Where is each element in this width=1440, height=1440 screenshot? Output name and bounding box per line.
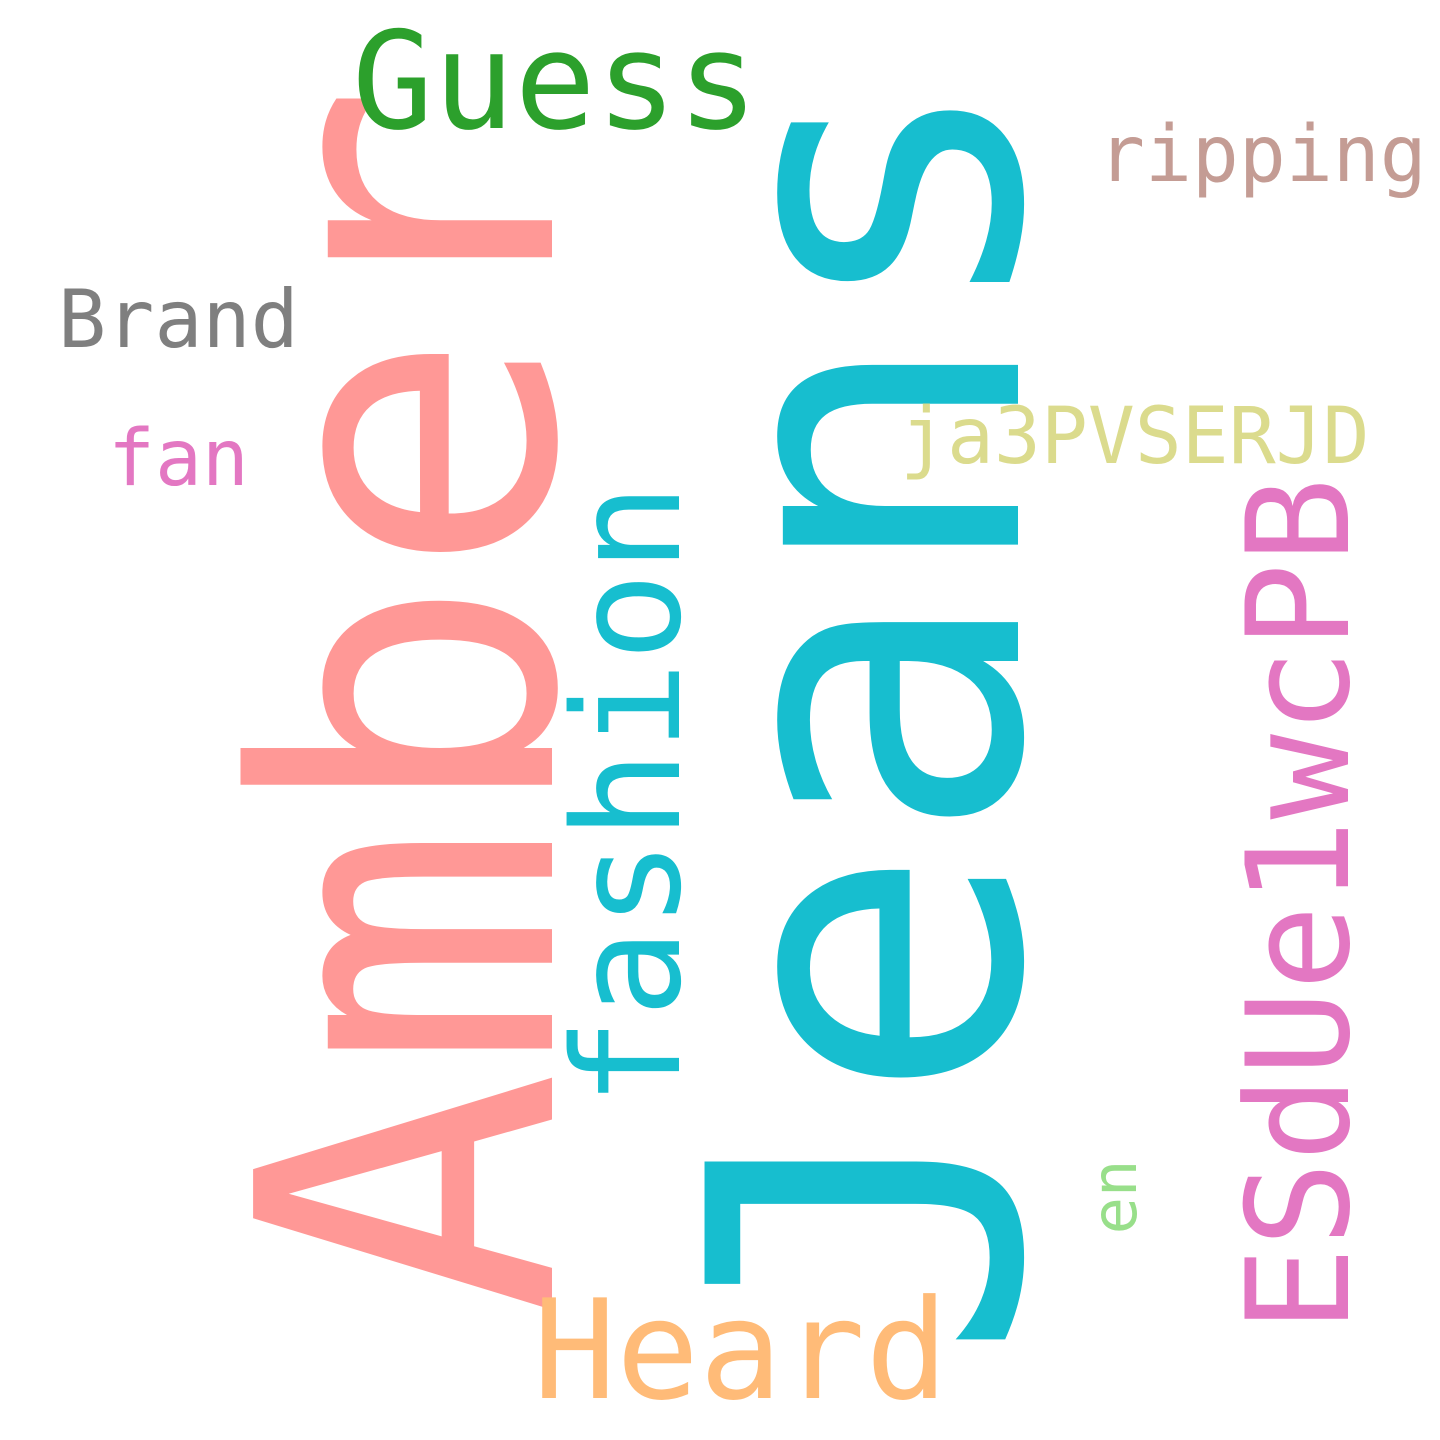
word-esdue1wcpb: ESdUe1wcPB: [1217, 477, 1382, 1333]
word-fan: fan: [108, 414, 249, 504]
word-guess: Guess: [352, 3, 759, 160]
word-en: en: [1078, 1159, 1151, 1235]
word-brand: Brand: [58, 273, 299, 366]
word-ja3pvserjd: ja3PVSERJD: [900, 392, 1370, 482]
word-fashion: fashion: [542, 483, 714, 1107]
word-ripping: ripping: [1098, 110, 1427, 200]
word-heard: Heard: [533, 1270, 949, 1431]
